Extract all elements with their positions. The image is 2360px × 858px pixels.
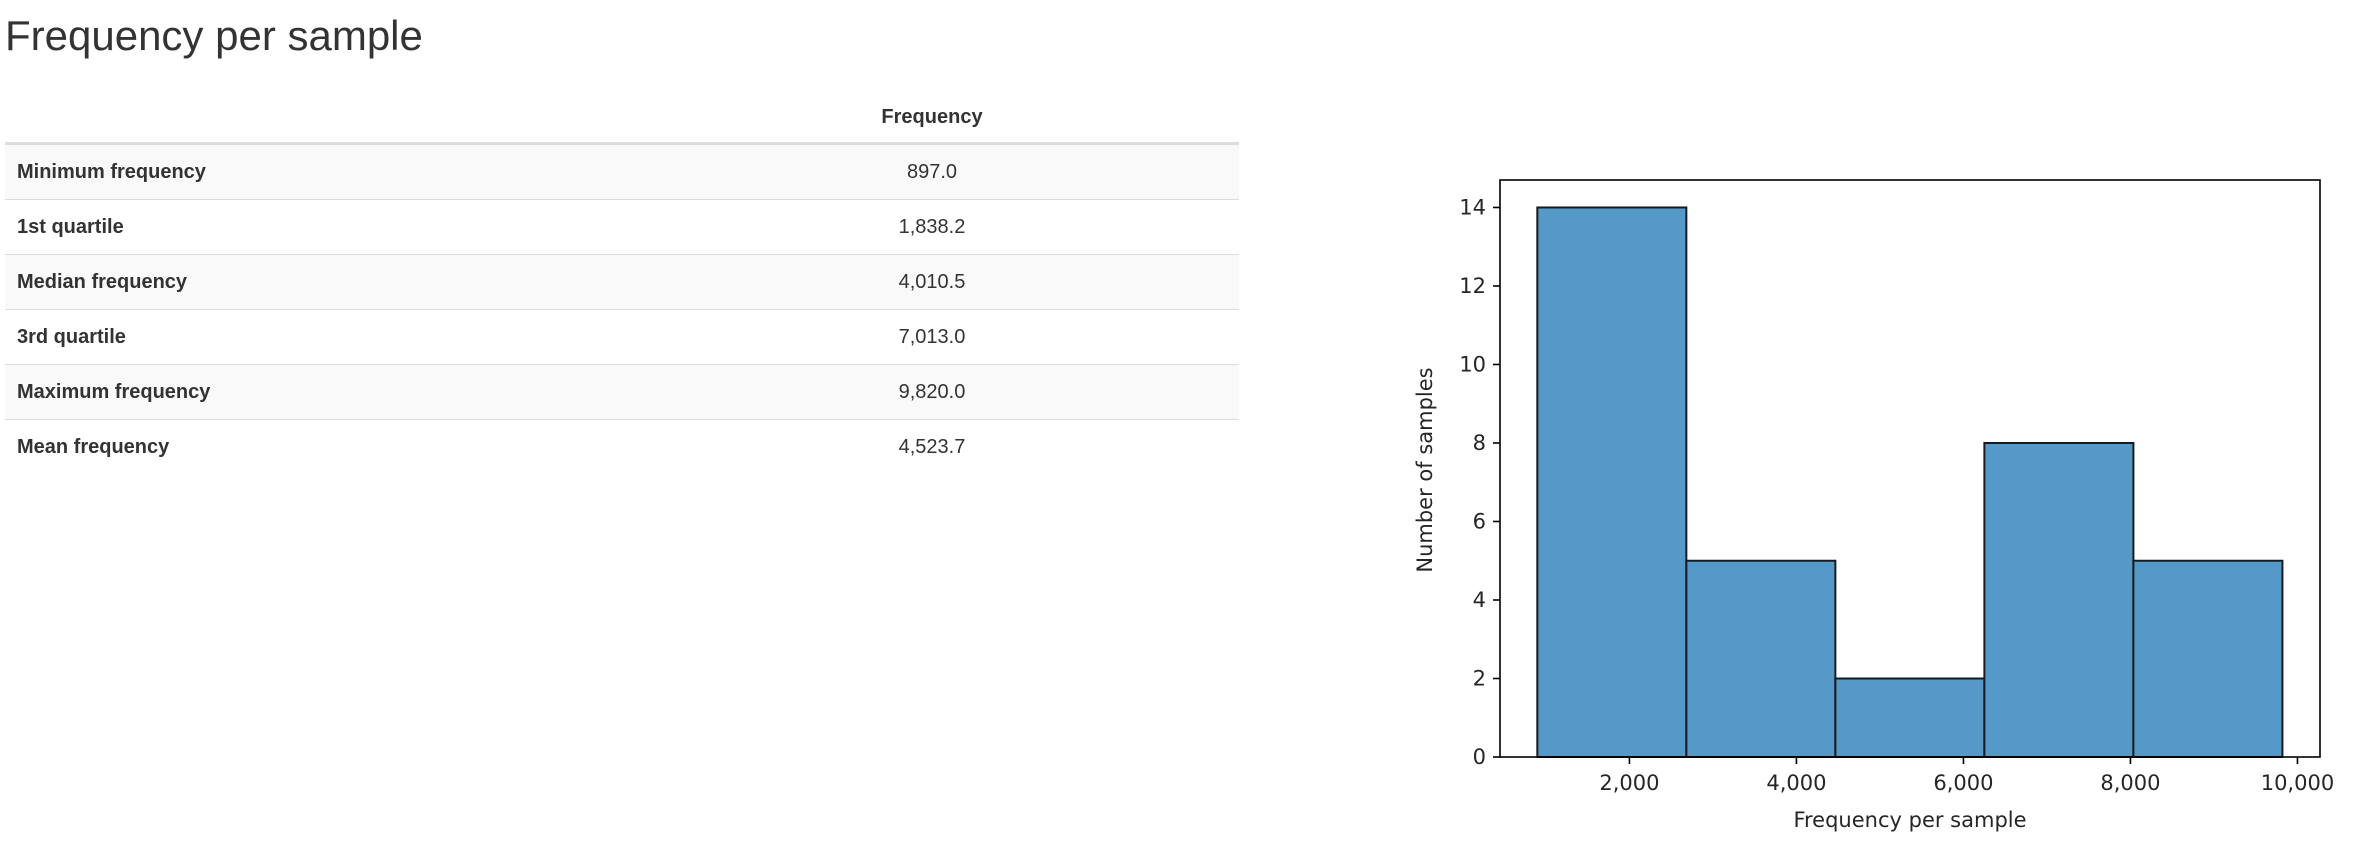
row-label: Minimum frequency bbox=[5, 143, 625, 200]
table-row: Mean frequency 4,523.7 bbox=[5, 419, 1239, 474]
header-frequency-cell: Frequency bbox=[625, 92, 1239, 145]
row-value: 1,838.2 bbox=[625, 199, 1239, 255]
y-axis-label: Number of samples bbox=[1413, 367, 1437, 572]
row-value: 4,523.7 bbox=[625, 419, 1239, 474]
y-tick-label: 6 bbox=[1473, 509, 1486, 533]
plot-frame bbox=[1499, 179, 2321, 758]
y-tick-label: 12 bbox=[1459, 274, 1486, 298]
header-label-cell bbox=[5, 92, 625, 145]
y-tick-label: 8 bbox=[1473, 431, 1486, 455]
frequency-histogram: 2,000 4,000 6,000 8,000 10,000 0 2 4 6 8 10 12 14 Fr… bbox=[1413, 179, 2334, 832]
table-header-row: Frequency bbox=[5, 92, 1239, 145]
row-value: 897.0 bbox=[625, 143, 1239, 200]
row-label: Median frequency bbox=[5, 254, 625, 310]
y-tick-label: 2 bbox=[1473, 666, 1486, 690]
histogram-bar bbox=[1834, 677, 1986, 758]
table-row: 1st quartile 1,838.2 bbox=[5, 199, 1239, 255]
table-row: Minimum frequency 897.0 bbox=[5, 143, 1239, 200]
row-label: 3rd quartile bbox=[5, 309, 625, 365]
table-row: 3rd quartile 7,013.0 bbox=[5, 309, 1239, 365]
y-tick-label: 14 bbox=[1459, 195, 1486, 219]
row-label: Maximum frequency bbox=[5, 364, 625, 420]
histogram-bar bbox=[2132, 559, 2284, 758]
x-tick-label: 8,000 bbox=[2100, 771, 2160, 795]
x-tick-label: 4,000 bbox=[1766, 771, 1826, 795]
row-label: 1st quartile bbox=[5, 199, 625, 255]
x-tick-label: 10,000 bbox=[2261, 771, 2334, 795]
y-tick-label: 0 bbox=[1473, 745, 1486, 769]
histogram-bar bbox=[1685, 559, 1837, 758]
page-title: Frequency per sample bbox=[5, 12, 423, 59]
row-value: 4,010.5 bbox=[625, 254, 1239, 310]
table-row: Median frequency 4,010.5 bbox=[5, 254, 1239, 310]
histogram-bar bbox=[1983, 441, 2135, 758]
x-tick-label: 6,000 bbox=[1933, 771, 1993, 795]
table-row: Maximum frequency 9,820.0 bbox=[5, 364, 1239, 420]
x-axis-label: Frequency per sample bbox=[1793, 808, 2026, 832]
row-value: 7,013.0 bbox=[625, 309, 1239, 365]
row-label: Mean frequency bbox=[5, 419, 625, 474]
row-value: 9,820.0 bbox=[625, 364, 1239, 420]
y-tick-label: 4 bbox=[1473, 588, 1486, 612]
y-tick-label: 10 bbox=[1459, 352, 1486, 376]
x-tick-label: 2,000 bbox=[1599, 771, 1659, 795]
histogram-bar bbox=[1536, 206, 1688, 758]
summary-stats-table: Frequency Minimum frequency 897.0 1st qu… bbox=[5, 92, 1239, 474]
